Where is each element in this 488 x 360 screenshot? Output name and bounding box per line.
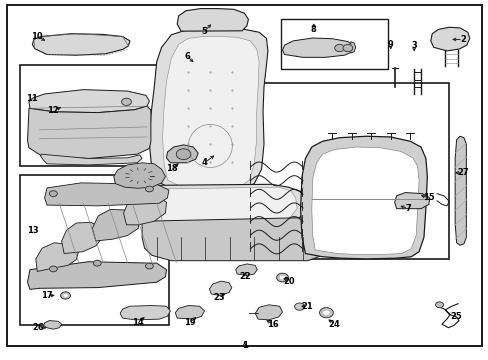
Text: 10: 10 [31, 32, 43, 41]
Text: 21: 21 [301, 302, 312, 311]
Polygon shape [142, 218, 326, 261]
Polygon shape [175, 306, 204, 319]
Text: 26: 26 [33, 323, 44, 332]
Polygon shape [394, 193, 429, 209]
Circle shape [176, 149, 190, 159]
Polygon shape [114, 163, 165, 188]
Polygon shape [311, 147, 418, 255]
Polygon shape [61, 222, 103, 253]
Polygon shape [235, 264, 257, 275]
Text: 4: 4 [201, 158, 207, 167]
Circle shape [93, 260, 101, 266]
Polygon shape [43, 320, 61, 329]
Polygon shape [36, 243, 79, 271]
Text: 12: 12 [47, 105, 59, 114]
Circle shape [294, 303, 304, 310]
Circle shape [334, 44, 344, 51]
Polygon shape [27, 106, 151, 158]
Text: 19: 19 [183, 318, 195, 327]
Polygon shape [430, 27, 469, 51]
Polygon shape [454, 136, 466, 245]
Circle shape [342, 44, 352, 51]
Text: 22: 22 [239, 271, 251, 280]
Text: 27: 27 [456, 168, 468, 177]
Circle shape [435, 302, 443, 308]
Polygon shape [27, 262, 166, 289]
Circle shape [49, 191, 57, 197]
Polygon shape [350, 41, 355, 53]
Polygon shape [209, 281, 231, 296]
Text: 16: 16 [266, 320, 278, 329]
Polygon shape [32, 34, 130, 55]
Polygon shape [177, 9, 248, 31]
Polygon shape [41, 154, 142, 165]
Text: 15: 15 [422, 193, 434, 202]
Text: 25: 25 [450, 312, 462, 321]
Bar [20, 175, 168, 325]
Text: 9: 9 [387, 40, 393, 49]
Polygon shape [255, 305, 282, 320]
Polygon shape [162, 37, 259, 191]
Bar [246, 83, 448, 259]
Bar [20, 65, 168, 166]
Polygon shape [120, 306, 170, 320]
Text: 20: 20 [283, 276, 295, 285]
Polygon shape [149, 187, 297, 231]
Text: 5: 5 [201, 27, 207, 36]
Polygon shape [142, 184, 305, 235]
Text: 14: 14 [132, 318, 144, 327]
Polygon shape [166, 145, 198, 163]
Text: 7: 7 [405, 204, 410, 213]
Text: 6: 6 [183, 52, 189, 61]
Polygon shape [92, 210, 140, 241]
Text: 11: 11 [26, 94, 38, 103]
Text: 24: 24 [328, 320, 340, 329]
Polygon shape [44, 183, 168, 206]
Bar [281, 19, 387, 69]
Polygon shape [300, 136, 427, 259]
Text: 8: 8 [310, 25, 316, 34]
Circle shape [49, 266, 57, 272]
Circle shape [122, 98, 131, 105]
Text: 18: 18 [166, 164, 178, 173]
Polygon shape [29, 90, 149, 113]
Text: 1: 1 [241, 341, 247, 350]
Text: 17: 17 [41, 291, 53, 300]
Circle shape [145, 263, 153, 269]
Text: 13: 13 [26, 226, 38, 235]
Polygon shape [282, 38, 353, 57]
Text: 23: 23 [213, 293, 224, 302]
Polygon shape [149, 29, 267, 194]
Circle shape [145, 186, 153, 192]
Polygon shape [123, 194, 166, 225]
Text: 3: 3 [410, 41, 416, 50]
Text: 2: 2 [459, 35, 465, 44]
